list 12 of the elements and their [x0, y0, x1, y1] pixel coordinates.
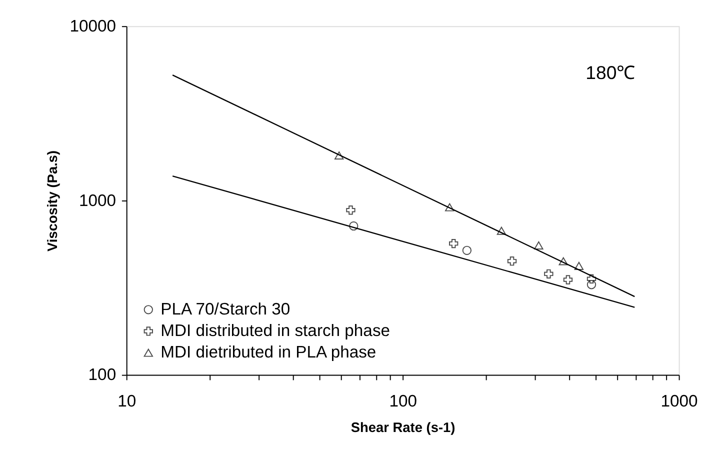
x-axis-title: Shear Rate (s-1) — [350, 420, 456, 436]
x-tick-label: 1000 — [660, 392, 698, 411]
legend-label: PLA 70/Starch 30 — [160, 300, 290, 319]
legend-label: MDI dietributed in PLA phase — [160, 342, 376, 362]
y-tick-label: 10000 — [70, 16, 116, 36]
y-axis-title: Viscosity (Pa.s) — [45, 150, 60, 252]
x-tick-label: 100 — [389, 392, 417, 411]
legend-label: MDI distributed in starch phase — [160, 321, 390, 340]
y-tick-label: 1000 — [79, 190, 116, 210]
x-tick-label: 10 — [118, 392, 136, 411]
annotation: 180℃ — [586, 62, 636, 83]
y-tick-label: 100 — [88, 365, 116, 384]
